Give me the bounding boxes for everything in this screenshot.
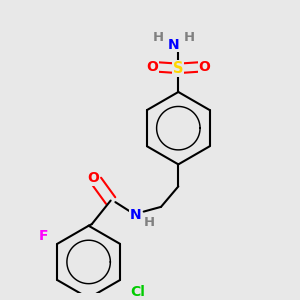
- Text: N: N: [130, 208, 142, 222]
- Text: Cl: Cl: [130, 285, 145, 299]
- Text: O: O: [146, 60, 158, 74]
- Text: N: N: [168, 38, 179, 52]
- Text: S: S: [173, 61, 184, 76]
- Text: O: O: [87, 171, 99, 185]
- Text: O: O: [199, 60, 210, 74]
- Text: F: F: [39, 229, 48, 243]
- Text: H: H: [152, 31, 164, 44]
- Text: H: H: [184, 31, 195, 44]
- Text: H: H: [144, 216, 155, 229]
